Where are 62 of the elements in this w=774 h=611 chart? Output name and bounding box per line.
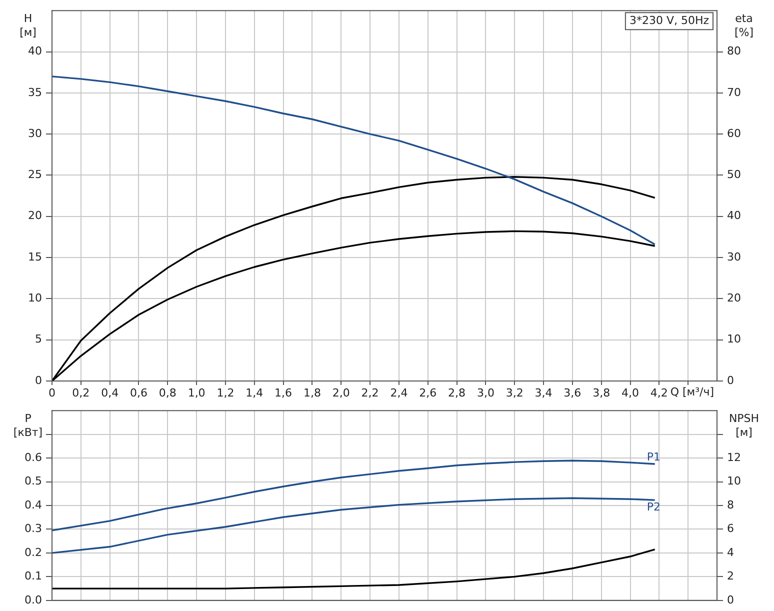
- y-axis-title: H [м]: [20, 12, 36, 39]
- y2-tick-label: 2: [727, 570, 734, 583]
- x-tick-label: 0,2: [72, 386, 90, 400]
- y-tick-label: 30: [28, 126, 42, 140]
- y2-tick-label: 6: [727, 522, 734, 536]
- x-tick-label: 3,2: [506, 386, 524, 400]
- y-tick-label: 15: [28, 250, 42, 264]
- y2-tick-label: 10: [727, 474, 741, 488]
- y2-tick-label: 4: [727, 546, 734, 559]
- y2-tick-label: 40: [727, 209, 741, 222]
- y2-tick-label: 12: [727, 450, 741, 464]
- y2-tick-label: 80: [727, 44, 741, 58]
- y2-tick-label: 30: [727, 250, 741, 264]
- x-tick-label: 3,8: [592, 386, 610, 400]
- y2-tick-label: 70: [727, 86, 741, 99]
- y2-axis-title: eta [%]: [734, 12, 754, 39]
- x-tick-label: 2,4: [390, 386, 408, 400]
- x-tick-label: 4,2: [650, 386, 668, 400]
- x-tick-label: 0,4: [101, 386, 119, 400]
- x-tick-label: 1,4: [246, 386, 264, 400]
- x-tick-label: 1,6: [274, 386, 292, 400]
- x-tick-label: 0,8: [158, 386, 176, 400]
- y-tick-label: 0.2: [24, 546, 42, 559]
- y-tick-label: 20: [28, 209, 42, 222]
- y-tick-label: 0.5: [24, 474, 42, 488]
- x-tick-label: 0: [48, 386, 56, 400]
- y2-tick-label: 20: [727, 292, 741, 305]
- y-tick-label: 0.4: [24, 498, 42, 512]
- y-tick-label: 0.1: [24, 570, 42, 583]
- y-tick-label: 0.3: [24, 522, 42, 536]
- series-label: P1: [646, 450, 660, 464]
- y2-tick-label: 10: [727, 332, 741, 346]
- x-tick-label: 3,0: [476, 386, 494, 400]
- y-tick-label: 25: [28, 168, 42, 182]
- annotation: 3*230 V, 50Hz: [629, 14, 710, 27]
- x-tick-label: 1,8: [303, 386, 321, 400]
- y2-axis-title: NPSH [м]: [728, 412, 760, 439]
- x-tick-label: 2,0: [332, 386, 350, 400]
- x-tick-label: 1,0: [188, 386, 206, 400]
- x-tick-label: 3,4: [534, 386, 552, 400]
- x-tick-label: 1,2: [216, 386, 234, 400]
- y-tick-label: 0.6: [24, 450, 42, 464]
- y-tick-label: 35: [28, 86, 42, 99]
- x-tick-label: 0,6: [130, 386, 148, 400]
- y-tick-label: 0: [35, 374, 42, 387]
- x-tick-label: 4,0: [622, 386, 640, 400]
- x-tick-label: 2,2: [361, 386, 379, 400]
- x-tick-label: 2,8: [448, 386, 466, 400]
- x-tick-label: 3,6: [564, 386, 582, 400]
- y2-tick-label: 0: [727, 374, 734, 387]
- y-axis-title: P [кВт]: [13, 412, 43, 439]
- y2-tick-label: 50: [727, 168, 741, 182]
- y-tick-label: 5: [35, 332, 42, 346]
- y2-tick-label: 0: [727, 593, 734, 606]
- y2-tick-label: 8: [727, 498, 734, 512]
- x-tick-label: 2,6: [419, 386, 437, 400]
- y-tick-label: 10: [28, 292, 42, 305]
- x-axis-title: Q [м³/ч]: [670, 385, 714, 398]
- y-tick-label: 0.0: [24, 593, 42, 606]
- y-tick-label: 40: [28, 44, 42, 58]
- series-label: P2: [646, 500, 660, 514]
- y2-tick-label: 60: [727, 126, 741, 140]
